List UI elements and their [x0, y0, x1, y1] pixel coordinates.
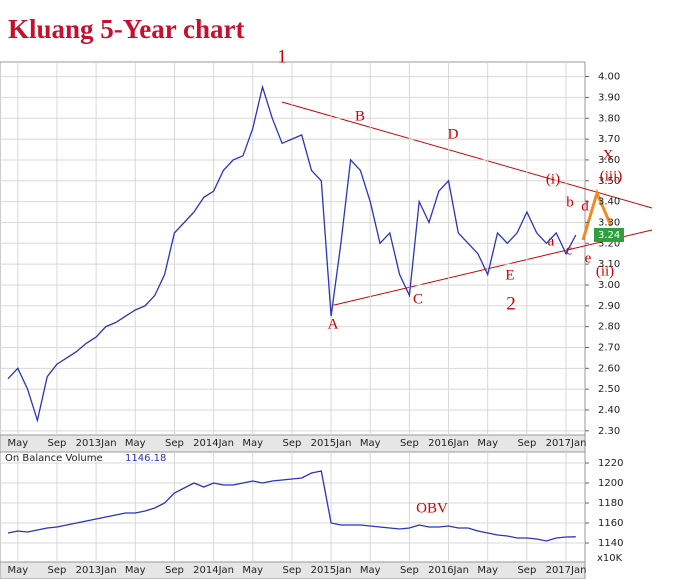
x-tick-label: 2015Jan — [311, 438, 352, 449]
annotation: E — [505, 267, 514, 283]
y-tick-label: 2.30 — [598, 426, 620, 437]
annotation: d — [581, 198, 589, 214]
x-tick-label: May — [360, 438, 381, 449]
annotation: 1 — [277, 46, 287, 67]
chart-title: Kluang 5-Year chart — [8, 14, 245, 44]
x-tick-label: May — [125, 438, 146, 449]
current-price-box — [594, 227, 624, 242]
y-tick-label: 1160 — [598, 518, 623, 529]
trend-line — [329, 229, 653, 307]
y-tick-label: 2.50 — [598, 384, 620, 395]
price-line — [7, 84, 577, 423]
x-tick-label: May — [360, 565, 381, 576]
y-tick-label: 2.60 — [598, 363, 620, 374]
y-tick-label: 2.90 — [598, 301, 620, 312]
projection-arrow — [581, 188, 613, 241]
annotation: C — [413, 291, 423, 307]
y-tick-label: 3.20 — [598, 238, 620, 249]
x-tick-label: 2013Jan — [76, 565, 117, 576]
y-tick-label: 4.00 — [598, 72, 620, 83]
x-tick-label: Sep — [48, 438, 67, 449]
x-tick-label: May — [125, 565, 146, 576]
annotation: A — [328, 316, 339, 332]
x-tick-label: Sep — [165, 438, 184, 449]
x-tick-label: Sep — [400, 565, 419, 576]
legend-label: On Balance Volume — [5, 453, 103, 464]
annotation: e — [585, 250, 592, 266]
x-tick-label: Sep — [165, 565, 184, 576]
y-tick-label: 2.70 — [598, 342, 620, 353]
trend-line — [281, 101, 653, 209]
x-tick-label: 2014Jan — [193, 565, 234, 576]
price-line — [7, 470, 576, 542]
y-tick-label: 3.80 — [598, 113, 620, 124]
annotation: D — [448, 126, 459, 142]
y-tick-label: 3.50 — [598, 176, 620, 187]
current-price-label: 3.24 — [598, 230, 620, 241]
x-tick-label: 2016Jan — [428, 565, 469, 576]
annotation: X — [603, 147, 614, 163]
x-tick-label: 2015Jan — [311, 565, 352, 576]
annotation: 2 — [506, 293, 516, 314]
y-tick-label: 3.30 — [598, 217, 620, 228]
x-tick-label: May — [7, 565, 28, 576]
obv-panel — [0, 451, 586, 563]
y-tick-label: 3.40 — [598, 197, 620, 208]
x-tick-label: Sep — [48, 565, 67, 576]
x-tick-label: May — [7, 438, 28, 449]
annotation: (i) — [546, 171, 560, 187]
annotation: OBV — [416, 500, 448, 516]
y-tick-label: 3.00 — [598, 280, 620, 291]
y-tick-label: 1200 — [598, 478, 623, 489]
x-tick-label: 2013Jan — [76, 438, 117, 449]
y-tick-label: 3.60 — [598, 155, 620, 166]
x-tick-label: May — [242, 565, 263, 576]
y-tick-label: 1180 — [598, 498, 623, 509]
x-tick-label: Sep — [517, 565, 536, 576]
annotation: b — [566, 194, 574, 210]
unit-label: x10K — [597, 553, 623, 564]
x-tick-label: Sep — [400, 438, 419, 449]
x-tick-label: 2017Jan — [546, 565, 587, 576]
legend-value: 1146.18 — [125, 453, 166, 464]
x-tick-label: May — [477, 438, 498, 449]
annotation: B — [355, 108, 365, 124]
x-tick-label: 2017Jan — [546, 438, 587, 449]
annotation: (iii) — [600, 168, 623, 184]
y-tick-label: 3.10 — [598, 259, 620, 270]
y-tick-label: 1220 — [598, 458, 623, 469]
annotation: a — [548, 233, 555, 249]
annotation: (ii) — [596, 263, 614, 279]
x-tick-label: May — [242, 438, 263, 449]
y-tick-label: 2.80 — [598, 322, 620, 333]
y-tick-label: 2.40 — [598, 405, 620, 416]
x-axis-band — [0, 561, 586, 579]
x-tick-label: May — [477, 565, 498, 576]
x-tick-label: Sep — [282, 438, 301, 449]
y-tick-label: 3.70 — [598, 134, 620, 145]
x-tick-label: 2014Jan — [193, 438, 234, 449]
x-tick-label: 2016Jan — [428, 438, 469, 449]
x-tick-label: Sep — [517, 438, 536, 449]
annotation: c — [566, 242, 573, 258]
x-tick-label: Sep — [282, 565, 301, 576]
y-tick-label: 3.90 — [598, 92, 620, 103]
y-tick-label: 1140 — [598, 538, 623, 549]
